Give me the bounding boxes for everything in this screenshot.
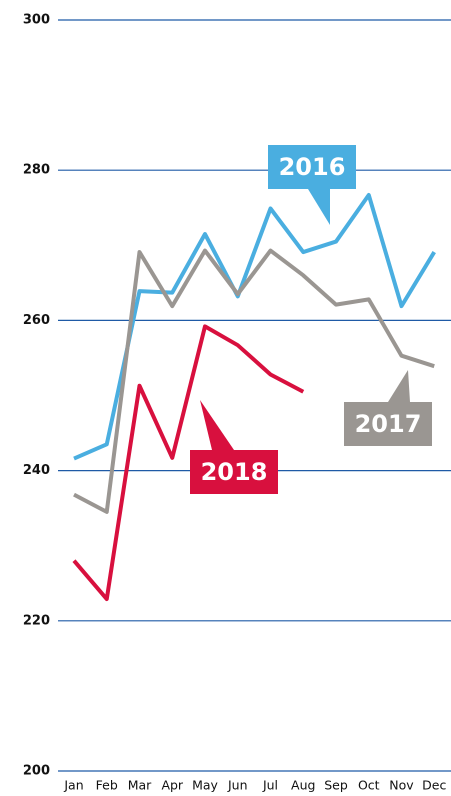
y-tick-label: 240 [23,463,50,478]
y-tick-label: 280 [23,163,50,178]
x-tick-label: Nov [389,778,414,793]
series-line [73,192,436,461]
x-tick-label: Jul [262,778,278,793]
x-tick-label: Apr [161,778,183,793]
y-tick-label: 220 [23,613,50,628]
y-tick-label: 260 [23,313,50,328]
legend-label: 2017 [355,410,422,438]
x-tick-label: Dec [422,778,446,793]
y-tick-label: 300 [23,13,50,28]
x-tick-label: Oct [358,778,380,793]
x-tick-label: Sep [324,778,348,793]
label-pointer [308,189,330,225]
label-box [268,145,356,189]
series-label: 2017 [344,370,432,446]
series-line [73,248,435,514]
series-line [72,324,305,602]
series-label: 2018 [190,400,278,494]
label-box [344,402,432,446]
label-pointer [200,400,234,450]
x-tick-label: Jun [227,778,248,793]
label-pointer [388,370,410,402]
legend-label: 2018 [201,458,268,486]
y-tick-label: 200 [23,764,50,779]
x-tick-label: Aug [291,778,315,793]
x-tick-label: Mar [128,778,152,793]
legend-label: 2016 [279,153,346,181]
series-label: 2016 [268,145,356,225]
x-tick-label: Jan [63,778,83,793]
label-box [190,450,278,494]
x-tick-label: Feb [96,778,118,793]
x-tick-label: May [192,778,218,793]
